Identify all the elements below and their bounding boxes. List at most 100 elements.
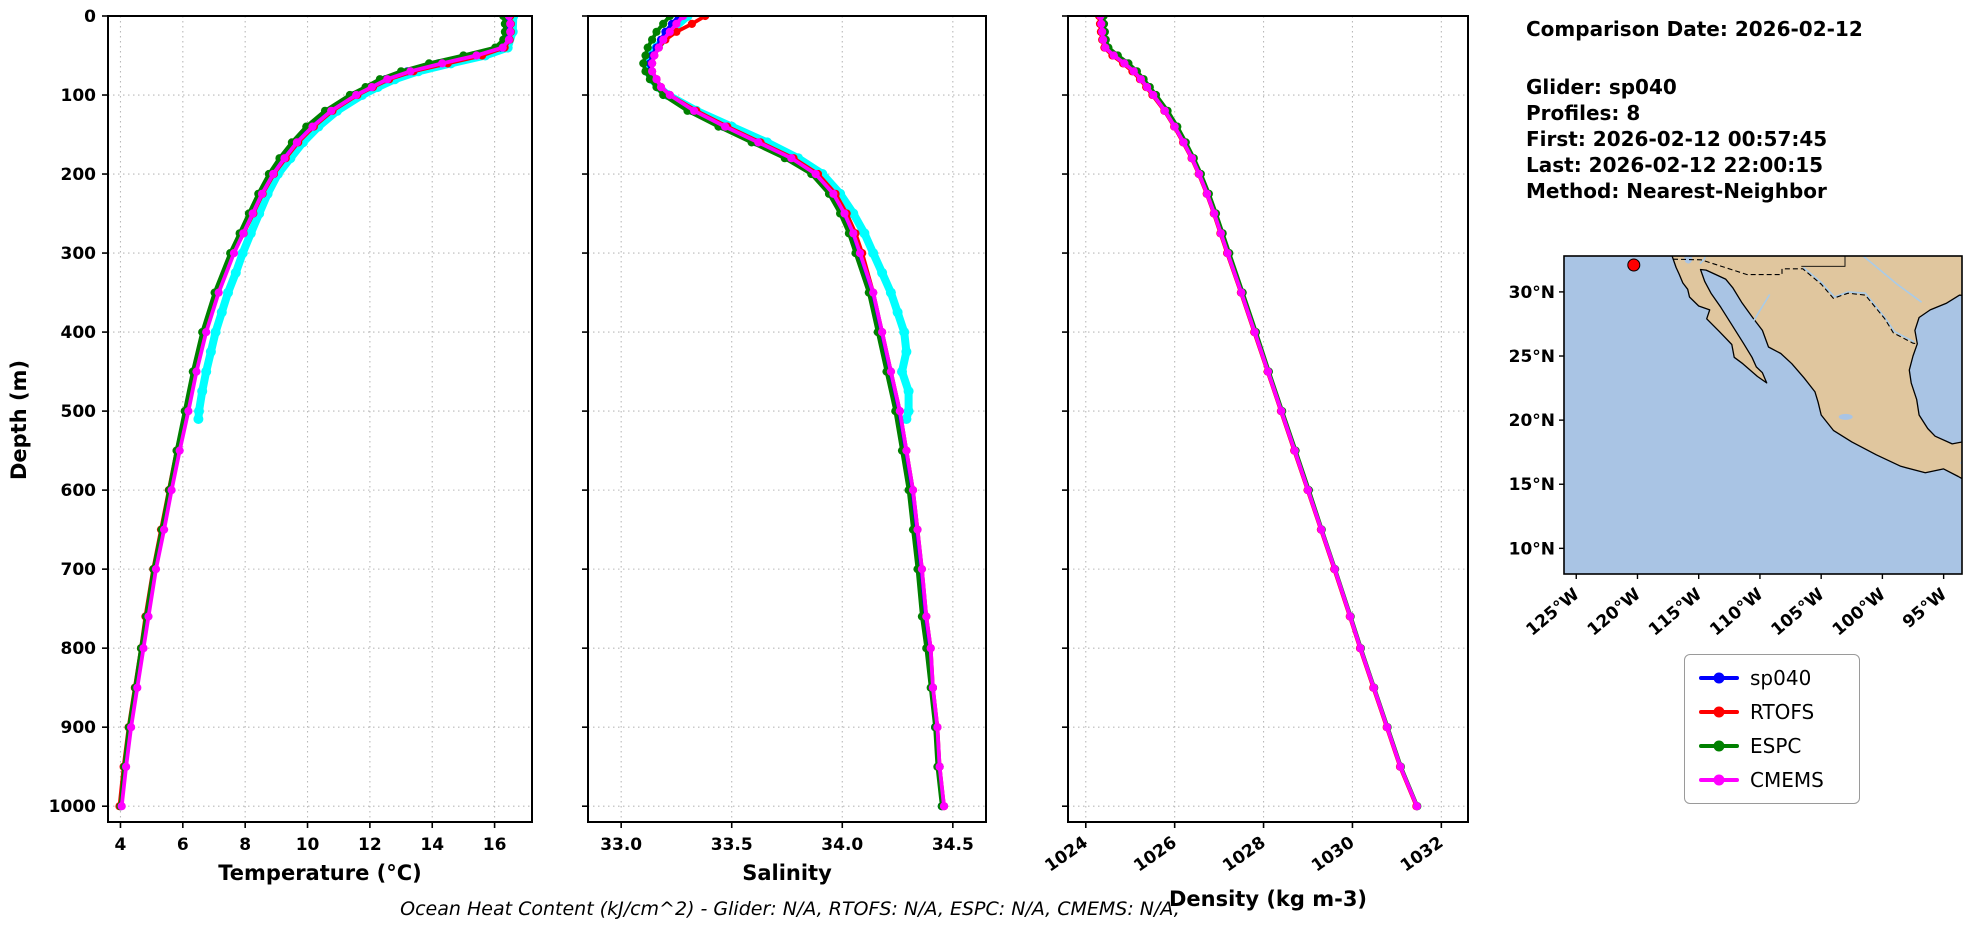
marker-dot — [280, 154, 289, 163]
y-tick-label: 400 — [61, 323, 97, 343]
x-tick-label: 10 — [296, 835, 320, 855]
marker-dot — [901, 346, 912, 357]
marker-dot — [665, 27, 674, 36]
marker-dot — [1369, 683, 1378, 692]
marker-dot — [1143, 83, 1152, 92]
marker-dot — [202, 328, 211, 337]
marker-dot — [139, 644, 148, 653]
marker-dot — [672, 27, 681, 36]
y-tick-label: 900 — [61, 718, 97, 738]
marker-dot — [1356, 644, 1365, 653]
marker-dot — [229, 249, 239, 258]
map-y-tick-label: 30°N — [1509, 283, 1555, 303]
marker-dot — [245, 228, 256, 239]
map-river — [1861, 256, 1923, 303]
marker-dot — [787, 154, 796, 163]
info-comparison-date: Comparison Date: 2026-02-12 — [1526, 17, 1863, 41]
marker-dot — [917, 565, 927, 574]
map-y-tick-label: 25°N — [1509, 347, 1555, 367]
marker-dot — [811, 169, 820, 179]
map-river — [1960, 459, 1962, 465]
marker-dot — [690, 106, 699, 115]
marker-dot — [849, 229, 858, 238]
marker-dot — [652, 27, 661, 36]
marker-dot — [656, 83, 666, 92]
marker-dot — [506, 19, 515, 28]
marker-dot — [133, 683, 142, 692]
x-tick-label: 1030 — [1308, 833, 1358, 877]
marker-dot — [933, 723, 942, 732]
y-tick-label: 100 — [61, 86, 97, 106]
marker-dot — [648, 59, 657, 68]
marker-dot — [701, 16, 710, 21]
info-profiles: Profiles: 8 — [1526, 101, 1641, 125]
marker-dot — [498, 43, 507, 52]
legend-item-espc: ESPC — [1699, 734, 1845, 758]
marker-dot — [472, 51, 481, 60]
info-last: Last: 2026-02-12 22:00:15 — [1526, 153, 1824, 177]
marker-dot — [650, 51, 659, 60]
marker-dot — [641, 51, 650, 60]
legend-dot-marker — [1713, 774, 1725, 786]
x-tick-label: 8 — [239, 835, 251, 855]
marker-dot — [913, 525, 922, 534]
panel-salinity: 33.0 33.5 34.0 34.5 Salinity — [582, 15, 987, 885]
marker-dot — [160, 525, 169, 534]
panel-temperature: 4 6 8 10 12 14 16 0 100 200 300 400 500 600 700 800 900 1… — [49, 7, 533, 885]
marker-dot — [939, 802, 949, 811]
marker-dot — [1098, 27, 1107, 36]
map-state-border — [1801, 256, 1846, 267]
map-x-tick-label: 100°W — [1829, 584, 1890, 640]
x-tick-label: 14 — [420, 835, 444, 855]
marker-dot — [167, 486, 176, 495]
location-map: 30°N 25°N 20°N 15°N 10°N 125°W 120°W 115°W 110°W… — [1509, 255, 1963, 640]
legend-label: RTOFS — [1750, 700, 1815, 724]
x-tick-label: 1026 — [1130, 833, 1180, 877]
marker-dot — [192, 367, 201, 376]
marker-dot — [829, 189, 838, 198]
marker-dot — [239, 229, 248, 238]
marker-dot — [886, 367, 896, 376]
marker-dot — [352, 90, 361, 100]
map-frame — [1563, 255, 1963, 575]
marker-dot — [216, 307, 227, 318]
marker-dot — [687, 19, 697, 28]
marker-dot — [151, 565, 161, 574]
marker-dot — [269, 169, 278, 179]
map-inner — [1564, 256, 1962, 574]
marker-dot — [1203, 189, 1212, 198]
marker-dot — [184, 407, 193, 416]
marker-dot — [193, 414, 204, 424]
y-tick-label: 200 — [61, 165, 97, 185]
marker-dot — [1179, 138, 1188, 147]
marker-dot — [201, 366, 212, 377]
series-CMEMS-salinity — [648, 16, 949, 811]
y-tick-label: 1000 — [49, 797, 96, 817]
marker-dot — [1120, 59, 1129, 68]
legend-dot-marker — [1713, 740, 1725, 752]
legend-item-sp040: sp040 — [1699, 666, 1845, 690]
marker-dot — [877, 267, 888, 278]
y-axis-label: Depth (m) — [7, 360, 31, 480]
marker-dot — [848, 208, 859, 219]
map-lake — [1838, 413, 1853, 420]
marker-dot — [504, 16, 513, 21]
marker-dot — [1412, 802, 1421, 811]
x-tick-label: 1032 — [1397, 833, 1447, 877]
marker-dot — [506, 27, 515, 36]
legend-item-cmems: CMEMS — [1699, 768, 1845, 792]
marker-dot — [665, 90, 674, 100]
info-panel: Comparison Date: 2026-02-12 Glider: sp04… — [1526, 16, 1863, 204]
marker-dot — [1290, 446, 1299, 455]
map-x-tick-label: 125°W — [1523, 584, 1584, 640]
marker-dot — [257, 189, 267, 198]
legend: sp040 RTOFS ESPC CMEMS — [1684, 654, 1860, 804]
x-tick-label: 1028 — [1219, 833, 1269, 877]
marker-dot — [1170, 122, 1179, 131]
x-tick-label: 12 — [358, 835, 382, 855]
marker-dot — [935, 762, 944, 771]
marker-dot — [308, 122, 317, 131]
info-glider: Glider: sp040 — [1526, 75, 1677, 99]
y-tick-label: 500 — [61, 402, 97, 422]
